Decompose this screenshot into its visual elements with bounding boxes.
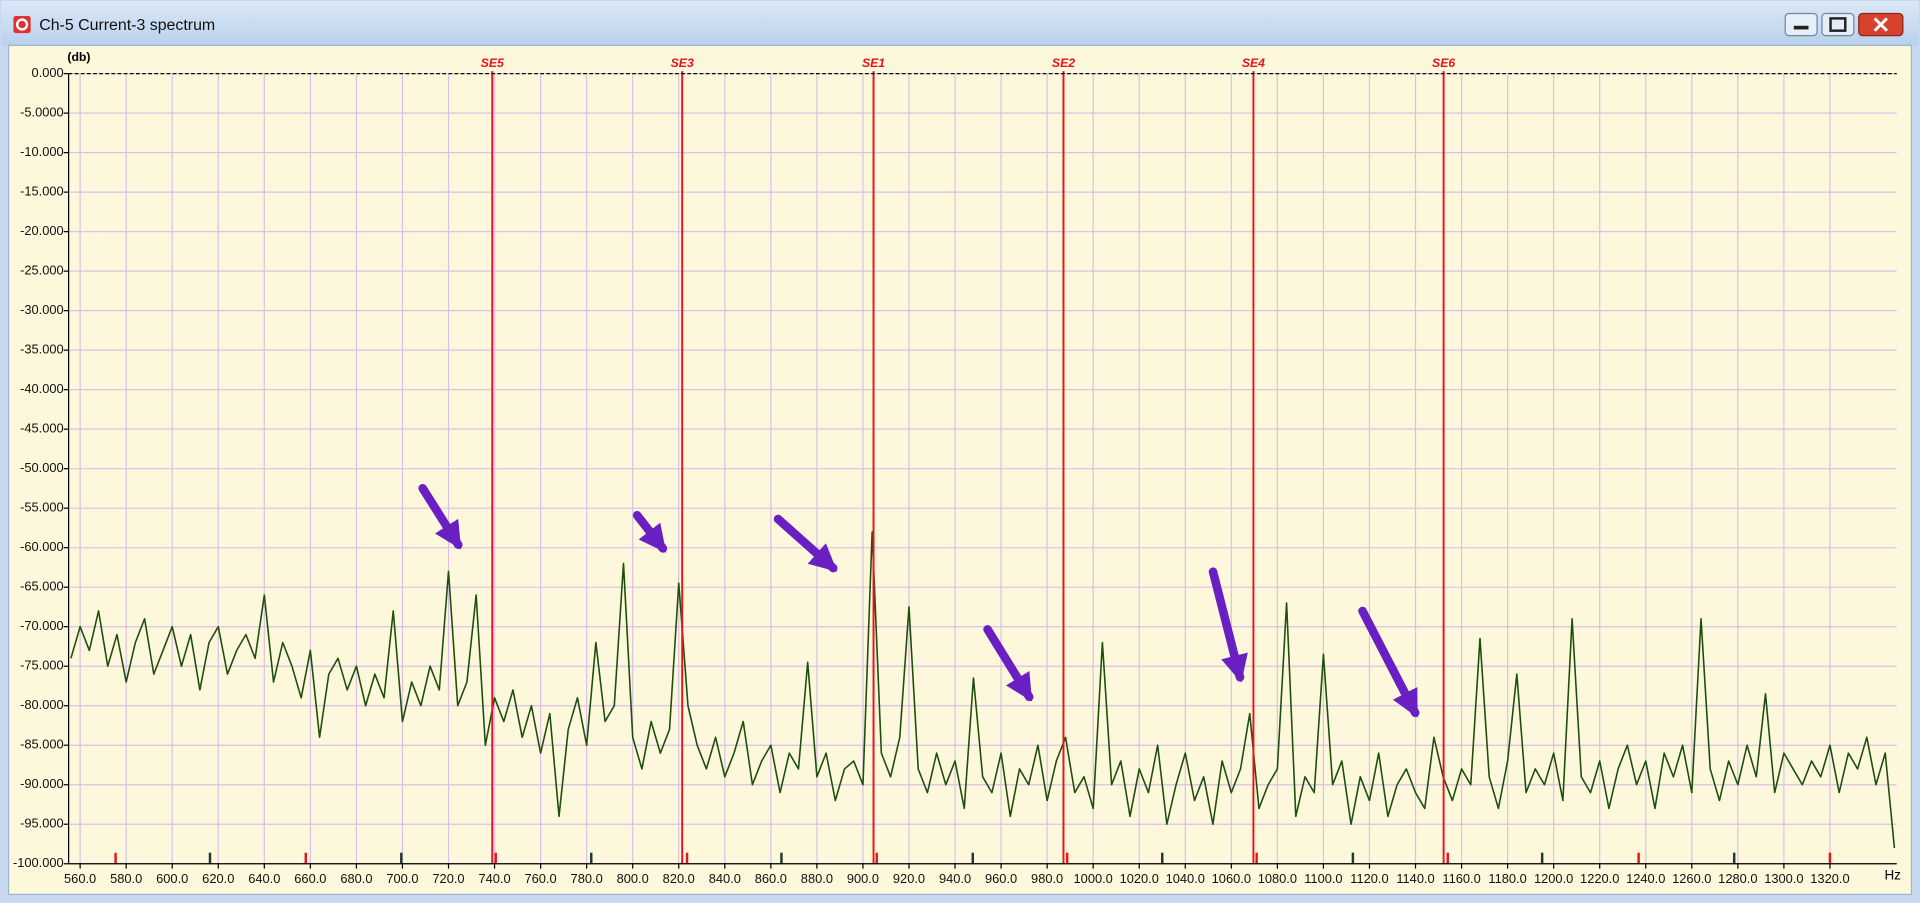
y-tick-label: -95.000 xyxy=(20,816,64,831)
arrow xyxy=(418,484,463,550)
marker-label: SE1 xyxy=(862,56,885,70)
grid: 0.000 -5.0000 -10.000 -15.000 -20.000 -25.000… xyxy=(13,65,1897,886)
x-tick-label: 1180.0 xyxy=(1488,871,1526,886)
marker-label: SE4 xyxy=(1242,56,1265,70)
restore-button[interactable] xyxy=(1821,12,1855,37)
y-tick-label: -65.000 xyxy=(20,579,64,594)
marker-label: SE2 xyxy=(1052,56,1075,70)
x-tick-label: 1120.0 xyxy=(1350,871,1388,886)
x-tick-label: 600.0 xyxy=(156,871,188,886)
minimize-icon xyxy=(1793,25,1809,30)
y-tick-label: 0.000 xyxy=(32,65,64,80)
x-tick-label: 720.0 xyxy=(432,871,464,886)
x-tick-label: 1160.0 xyxy=(1442,871,1480,886)
y-tick-label: -80.000 xyxy=(20,697,64,712)
x-tick-label: 840.0 xyxy=(709,871,741,886)
plot-panel xyxy=(7,44,1913,896)
marker-label: SE5 xyxy=(481,56,504,70)
x-tick-label: 800.0 xyxy=(617,871,649,886)
window-title: Ch-5 Current-3 spectrum xyxy=(39,17,215,34)
x-tick-label: 780.0 xyxy=(571,871,603,886)
x-tick-label: 880.0 xyxy=(801,871,833,886)
x-tick-label: 940.0 xyxy=(939,871,971,886)
x-tick-label: 1040.0 xyxy=(1166,871,1205,886)
x-tick-label: 820.0 xyxy=(663,871,695,886)
x-tick-label: 1080.0 xyxy=(1258,871,1297,886)
y-tick-label: -55.000 xyxy=(20,500,64,515)
x-tick-label: 640.0 xyxy=(248,871,280,886)
restore-icon xyxy=(1829,17,1847,32)
y-tick-label: -5.0000 xyxy=(20,105,64,120)
arrow xyxy=(983,625,1034,702)
y-tick-label: -10.000 xyxy=(20,144,64,159)
x-tick-label: 680.0 xyxy=(340,871,372,886)
x-tick-label: 1060.0 xyxy=(1212,871,1251,886)
y-tick-label: -60.000 xyxy=(20,539,64,554)
x-tick-label: 1020.0 xyxy=(1120,871,1159,886)
spectrum-line xyxy=(70,531,1896,849)
y-tick-label: -85.000 xyxy=(20,737,64,752)
x-tick-label: 1000.0 xyxy=(1074,871,1113,886)
x-tick-label: 960.0 xyxy=(985,871,1017,886)
x-tick-label: 1240.0 xyxy=(1626,871,1665,886)
x-tick-label: 1260.0 xyxy=(1672,871,1711,886)
x-tick-label: 760.0 xyxy=(525,871,557,886)
arrow xyxy=(773,514,838,573)
y-tick-label: -100.000 xyxy=(13,855,64,870)
title-bar xyxy=(1,1,1919,46)
y-tick-label: -30.000 xyxy=(20,302,64,317)
y-tick-label: -45.000 xyxy=(20,421,64,436)
x-tick-label: 1320.0 xyxy=(1810,871,1849,886)
y-tick-label: -40.000 xyxy=(20,381,64,396)
y-tick-label: -70.000 xyxy=(20,618,64,633)
arrow xyxy=(1358,606,1420,718)
x-tick-label: 620.0 xyxy=(202,871,234,886)
plot: SE5 SE3 SE1 SE2 SE4 SE6 xyxy=(70,56,1896,864)
annotation-arrows xyxy=(418,484,1420,718)
y-tick-label: -20.000 xyxy=(20,223,64,238)
y-unit-label: (db) xyxy=(67,50,90,64)
y-tick-label: -75.000 xyxy=(20,658,64,673)
x-tick-label: 1300.0 xyxy=(1764,871,1803,886)
x-tick-label: 660.0 xyxy=(294,871,326,886)
x-tick-label: 1280.0 xyxy=(1718,871,1757,886)
x-tick-label: 920.0 xyxy=(893,871,925,886)
x-tick-label: 1140.0 xyxy=(1396,871,1434,886)
x-tick-label: 860.0 xyxy=(755,871,787,886)
app-icon-ring xyxy=(15,18,29,31)
x-unit-label: Hz xyxy=(1884,868,1901,883)
x-tick-label: 980.0 xyxy=(1031,871,1063,886)
y-tick-label: -25.000 xyxy=(20,263,64,278)
x-tick-label: 1200.0 xyxy=(1534,871,1573,886)
marker-label: SE6 xyxy=(1432,56,1455,70)
close-icon xyxy=(1873,17,1888,32)
minimize-button[interactable] xyxy=(1784,12,1818,37)
y-tick-label: -35.000 xyxy=(20,342,64,357)
y-tick-label: -90.000 xyxy=(20,776,64,791)
marker-label: SE3 xyxy=(671,56,694,70)
arrow xyxy=(632,511,668,553)
y-tick-label: -50.000 xyxy=(20,460,64,475)
x-tick-label: 1100.0 xyxy=(1304,871,1342,886)
x-tick-label: 580.0 xyxy=(110,871,142,886)
arrow xyxy=(1208,567,1248,683)
x-tick-label: 740.0 xyxy=(478,871,510,886)
y-tick-label: -15.000 xyxy=(20,184,64,199)
x-tick-label: 560.0 xyxy=(64,871,96,886)
x-tick-label: 900.0 xyxy=(847,871,879,886)
x-tick-label: 1220.0 xyxy=(1580,871,1619,886)
x-tick-label: 700.0 xyxy=(386,871,418,886)
